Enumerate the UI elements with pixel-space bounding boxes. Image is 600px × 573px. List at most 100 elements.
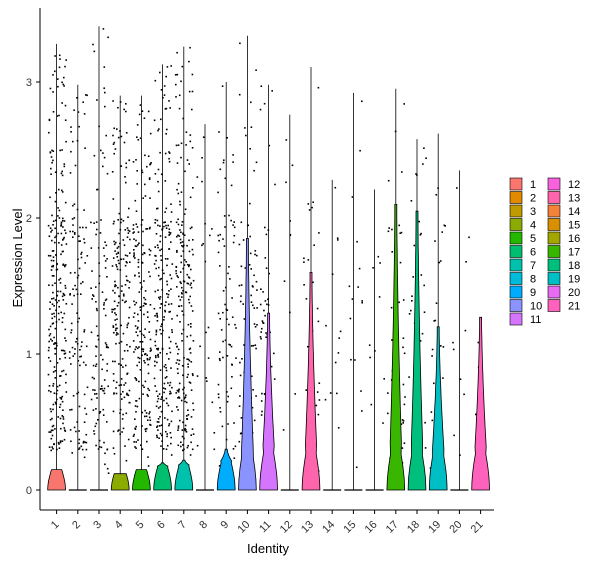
violin-18 [407, 210, 427, 491]
legend-label-16: 16 [568, 233, 580, 245]
points-15 [348, 92, 363, 490]
legend-label-8: 8 [530, 274, 536, 286]
legend-item-17: 17 [547, 245, 580, 259]
x-tick-label-19: 19 [426, 519, 443, 536]
legend-item-5: 5 [509, 231, 536, 245]
violin-10 [238, 238, 257, 491]
y-axis-label: Expression Level [10, 208, 25, 307]
points-14 [324, 179, 342, 490]
legend-label-3: 3 [530, 206, 536, 218]
y-tick-label-0: 0 [26, 485, 32, 497]
y-tick-label-1: 1 [26, 349, 32, 361]
x-ticks: 1 2 3 4 5 6 7 8 9 10 11 12 13 14 15 16 17 18 19 20 21 [49, 510, 486, 536]
violin-7 [174, 459, 194, 491]
legend-item-19: 19 [547, 272, 580, 286]
legend-label-9: 9 [530, 287, 536, 299]
legend-swatch-3 [509, 204, 523, 218]
legend-item-3: 3 [509, 204, 536, 218]
legend-swatch-6 [509, 245, 523, 258]
x-tick-label-2: 2 [70, 519, 83, 532]
violin-4 [110, 473, 130, 491]
legend-item-16: 16 [547, 231, 580, 245]
violin-5 [132, 469, 151, 491]
legend-label-1: 1 [530, 179, 536, 191]
legend-swatch-20 [547, 285, 561, 299]
legend-item-10: 10 [509, 299, 542, 313]
legend-label-14: 14 [568, 206, 580, 218]
points-5 [132, 95, 152, 490]
legend-swatch-4 [509, 218, 523, 231]
legend-label-5: 5 [530, 233, 536, 245]
legend-item-18: 18 [547, 258, 580, 272]
violin-19 [428, 326, 448, 491]
legend-swatch-2 [509, 191, 523, 204]
x-tick-label-15: 15 [341, 519, 358, 536]
x-tick-label-10: 10 [235, 519, 252, 536]
legend-label-6: 6 [530, 247, 536, 259]
x-tick-label-18: 18 [405, 519, 422, 536]
legend-label-7: 7 [530, 260, 536, 272]
y-ticks: 0 1 2 3 [26, 77, 40, 497]
points-6 [153, 64, 174, 490]
x-tick-label-14: 14 [320, 519, 337, 536]
x-tick-label-11: 11 [257, 519, 274, 536]
legend-swatch-9 [509, 285, 523, 299]
violin-13 [301, 272, 321, 491]
x-tick-label-5: 5 [134, 519, 147, 532]
violin-6 [153, 462, 172, 491]
legend-label-17: 17 [568, 247, 580, 259]
x-axis-label: Identity [247, 541, 289, 556]
legend-swatch-8 [509, 272, 523, 285]
x-tick-label-3: 3 [91, 519, 104, 532]
points-layer [47, 26, 484, 490]
legend-item-13: 13 [547, 191, 580, 205]
violin-1 [47, 469, 66, 491]
legend-label-19: 19 [568, 274, 580, 286]
legend-swatch-16 [547, 231, 561, 245]
legend-label-4: 4 [530, 220, 536, 232]
legend-label-18: 18 [568, 260, 580, 272]
legend-swatch-10 [509, 299, 523, 312]
x-tick-label-4: 4 [113, 519, 126, 532]
legend-swatch-12 [547, 177, 561, 191]
legend-item-20: 20 [547, 285, 580, 299]
violin-9 [216, 448, 236, 491]
legend-swatch-14 [547, 204, 561, 218]
points-9 [217, 82, 237, 490]
legend-item-14: 14 [547, 204, 580, 218]
points-12 [282, 114, 296, 490]
legend-label-20: 20 [568, 287, 580, 299]
points-8 [196, 124, 216, 490]
violin-11 [259, 312, 278, 491]
legend-swatch-5 [509, 231, 523, 245]
x-tick-label-12: 12 [278, 519, 295, 536]
legend-label-10: 10 [530, 301, 542, 313]
legend-swatch-17 [547, 245, 561, 258]
x-tick-label-17: 17 [384, 519, 401, 536]
points-2 [68, 84, 89, 490]
legend-swatch-18 [547, 258, 561, 272]
y-tick-label-2: 2 [26, 213, 32, 225]
x-tick-label-6: 6 [155, 519, 168, 532]
axes-layer [39, 8, 494, 511]
points-16 [368, 189, 385, 490]
legend-item-15: 15 [547, 218, 580, 232]
legend-item-9: 9 [509, 285, 536, 299]
x-tick-label-13: 13 [299, 519, 316, 536]
points-1 [47, 43, 68, 490]
legend-swatch-19 [547, 272, 561, 285]
points-7 [174, 46, 195, 490]
legend-swatch-21 [547, 299, 561, 312]
y-tick-label-3: 3 [26, 77, 32, 89]
legend-item-4: 4 [509, 218, 536, 232]
points-3 [90, 26, 110, 490]
legend-label-15: 15 [568, 220, 580, 232]
legend-swatch-11 [509, 312, 523, 326]
legend-item-1: 1 [509, 177, 536, 191]
x-tick-label-21: 21 [469, 519, 486, 536]
violin-17 [386, 204, 406, 491]
legend-swatch-1 [509, 177, 523, 191]
legend-label-13: 13 [568, 193, 580, 205]
